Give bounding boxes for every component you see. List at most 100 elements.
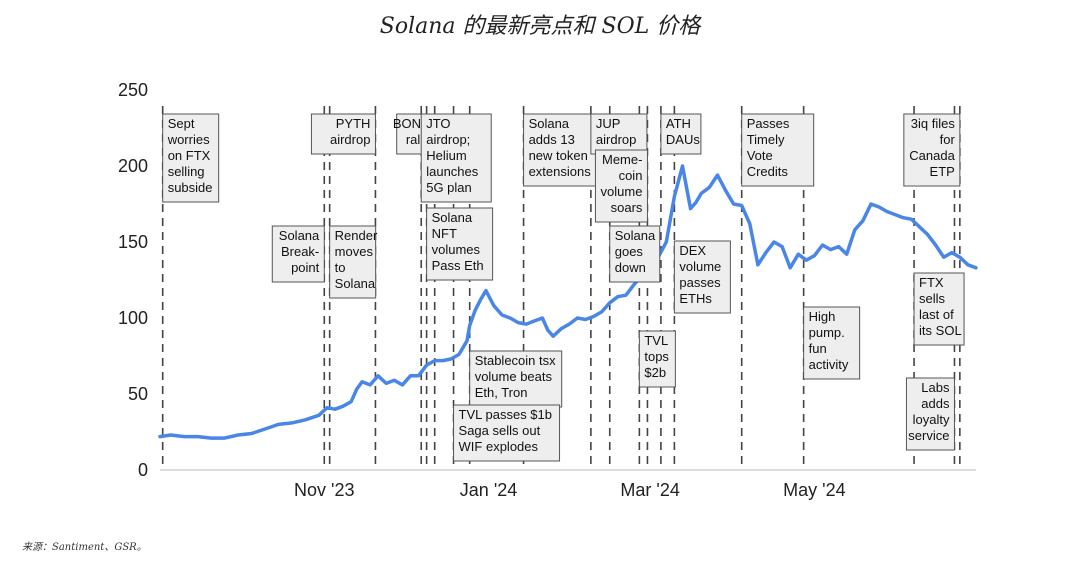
annotation-box [329,225,377,299]
annotation-text: launches [426,164,479,179]
annotation-text: Meme- [602,152,642,167]
annotation-text: on FTX [168,148,211,163]
annotation-text: sells [919,291,946,306]
annotation-box [469,350,563,408]
annotation-text: BONK [393,116,430,131]
annotation-text: activity [809,357,849,372]
annotation-text: Solana [432,210,473,225]
annotation-text: PYTH [336,116,371,131]
annotation-text: adds 13 [529,132,575,147]
annotation-text: JUP [596,116,621,131]
annotation-text: selling [168,164,205,179]
annotation-text: 3iq files [911,116,956,131]
annotation-text: airdrop [596,132,636,147]
annotation-text: Stablecoin tsx [475,353,556,368]
annotation-text: TVL [644,333,668,348]
annotation-text: Solana [615,228,656,243]
annotation-text: fun [809,341,827,356]
annotation-text: Vote [747,148,773,163]
annotation-text: its SOL [919,323,962,338]
annotation-text: passes [679,275,721,290]
annotation-box [803,306,861,380]
annotation-text: $2b [644,365,666,380]
y-tick-label: 150 [118,232,148,252]
annotation-text: Solana [529,116,570,131]
y-tick-label: 50 [128,384,148,404]
annotation-box [594,149,648,223]
y-tick-label: 200 [118,156,148,176]
annotation-box [523,113,603,187]
x-tick-label: Mar '24 [620,480,679,500]
annotation-box [673,240,731,314]
annotation-text: extensions [529,164,592,179]
annotation-text: ATH [666,116,691,131]
annotation-text: 5G plan [426,180,472,195]
annotation-text: Eth, Tron [475,385,528,400]
annotation-text: moves [335,244,374,259]
annotation-text: service [908,428,949,443]
annotation-text: Passes [747,116,790,131]
price-series [158,164,978,440]
y-tick-label: 100 [118,308,148,328]
annotation-text: new token [529,148,588,163]
annotation-text: volumes [432,242,481,257]
annotation-text: Pass Eth [432,258,484,273]
annotation-text: to [335,260,346,275]
annotation-box [638,330,676,388]
annotation-text: Credits [747,164,789,179]
annotation-box [609,225,661,283]
annotation-text: Solana [335,276,376,291]
annotation-text: FTX [919,275,944,290]
x-tick-label: May '24 [783,480,845,500]
annotation-text: airdrop [330,132,370,147]
annotation-box [162,113,220,203]
annotation-text: soars [611,200,643,215]
annotation-text: point [291,260,320,275]
annotation-text: DEX [679,243,706,258]
annotation-text: DAUs [666,132,700,147]
annotation-text: adds [921,396,950,411]
annotation-text: volume [601,184,643,199]
x-tick-label: Jan '24 [460,480,517,500]
annotation-text: ETHs [679,291,712,306]
annotation-box [741,113,815,187]
annotation-text: airdrop; [426,132,470,147]
annotation-text: Render [335,228,378,243]
annotation-text: WIF explodes [459,439,539,454]
annotation-text: Sept [168,116,195,131]
x-tick-label: Nov '23 [294,480,354,500]
y-tick-label: 250 [118,80,148,100]
annotation-box [453,404,561,462]
annotation-text: Helium [426,148,466,163]
annotation-text: Solana [279,228,320,243]
annotation-text: subside [168,180,213,195]
annotation-text: Saga sells out [459,423,541,438]
annotation-box [310,113,376,155]
annotation-text: ETP [930,164,955,179]
annotation-text: Break- [281,244,319,259]
annotation-text: volume [679,259,721,274]
y-tick-label: 0 [138,460,148,480]
sol-price-line [158,164,978,440]
annotation-text: worries [167,132,210,147]
annotation-text: volume beats [475,369,553,384]
annotation-text: tops [644,349,669,364]
annotation-text: for [940,132,956,147]
annotation-text: NFT [432,226,457,241]
annotation-box [420,113,492,203]
annotation-text: loyalty [913,412,950,427]
annotation-text: goes [615,244,644,259]
axes: 0 50 100 150 200 250 Nov '23 Jan '24 Mar '24 May … [118,80,976,500]
annotation-box [913,272,965,346]
annotation-text: down [615,260,646,275]
annotation-box [426,207,494,281]
annotation-text: coin [619,168,643,183]
annotation-text: Canada [909,148,955,163]
annotation-text: High [809,309,836,324]
annotation-text: last of [919,307,954,322]
source-note: 来源：Santiment、GSR。 [22,542,147,553]
annotation-text: Labs [921,380,950,395]
annotation-box [905,377,955,451]
